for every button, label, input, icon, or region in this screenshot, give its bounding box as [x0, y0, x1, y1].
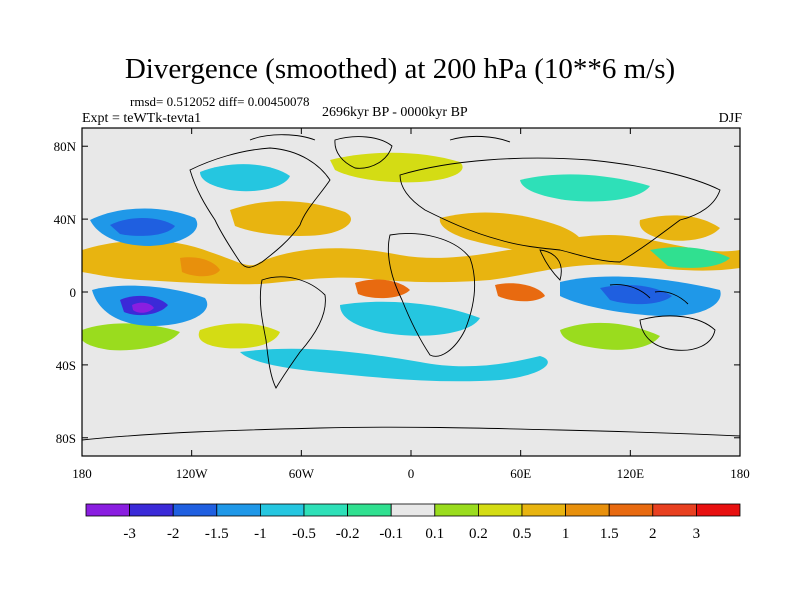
coast-greenland	[334, 136, 393, 169]
contour-band-siberia-cyan	[520, 174, 650, 202]
coast-australia	[639, 315, 716, 351]
x-tick-label: 60E	[510, 466, 531, 481]
colorbar-swatch	[259, 503, 305, 517]
contour-band-asia-ring	[439, 212, 583, 254]
colorbar-swatch	[696, 503, 741, 517]
colorbar-swatch	[216, 503, 261, 517]
colorbar-label: -0.5	[292, 526, 316, 542]
x-tick-label: 180	[730, 466, 750, 481]
x-tick-label: 120W	[176, 466, 209, 481]
colorbar-swatch	[434, 503, 479, 517]
contour-band-indian-green	[560, 322, 660, 350]
x-tick-label: 180	[72, 466, 92, 481]
x-tick-label: 0	[408, 466, 415, 481]
contour-band-southern-yellow	[198, 323, 280, 349]
contour-band-east-asia-orange	[639, 215, 720, 241]
colorbar-swatch	[521, 503, 566, 517]
colorbar-label: 0.1	[425, 526, 444, 542]
axis-labels: 80N 40N 0 40S 80S 180 120W 60W 0 60E 120E 180	[54, 139, 750, 481]
colorbar-swatch	[390, 503, 436, 517]
colorbar-swatch	[608, 503, 654, 517]
coast-arctic-islands	[249, 134, 511, 143]
colorbar-label: 2	[649, 526, 657, 542]
y-tick-label: 80N	[54, 139, 77, 154]
colorbar-swatch	[172, 503, 218, 517]
y-tick-label: 0	[70, 285, 77, 300]
contour-band-south-pacific-green	[82, 323, 180, 351]
colorbar	[85, 503, 741, 517]
colorbar-labels: -3 -2 -1.5 -1 -0.5 -0.2 -0.1 0.1 0.2 0.5 1 1.5 2 3	[123, 526, 700, 542]
colorbar-label: -0.2	[336, 526, 360, 542]
x-tick-label: 120E	[617, 466, 645, 481]
axis-ticks	[81, 128, 741, 456]
contour-band-west-pacific-green	[650, 247, 730, 268]
colorbar-swatch	[565, 503, 610, 517]
coast-antarctica	[82, 426, 740, 441]
colorbar-label: 0.5	[513, 526, 532, 542]
contour-band-southern-cyan	[240, 348, 548, 382]
coast-india	[539, 249, 562, 281]
coast-africa	[387, 233, 475, 357]
coast-maritime	[609, 284, 689, 305]
season-label: DJF	[718, 111, 742, 126]
contour-band-africa-core	[495, 283, 545, 302]
colorbar-label: -1	[254, 526, 267, 542]
colorbar-label: -1.5	[205, 526, 229, 542]
contour-band-arctic-yellow	[330, 152, 463, 183]
colorbar-swatch	[303, 503, 348, 517]
contour-band-north-pacific-core	[110, 217, 175, 236]
contour-band-south-pacific-min	[132, 302, 154, 313]
colorbar-label: -2	[167, 526, 180, 542]
coast-eurasia	[399, 157, 721, 263]
contour-fills	[82, 152, 740, 382]
colorbar-label: -0.1	[379, 526, 403, 542]
colorbar-label: 0.2	[469, 526, 488, 542]
x-tick-label: 60W	[289, 466, 315, 481]
colorbar-swatch	[477, 503, 523, 517]
colorbar-swatch	[347, 503, 392, 517]
colorbar-label: 3	[693, 526, 701, 542]
y-tick-label: 40S	[56, 358, 76, 373]
contour-band-tropical-core	[180, 257, 220, 277]
stats-text: rmsd= 0.512052 diff= 0.00450078	[130, 94, 310, 109]
y-tick-label: 40N	[54, 212, 77, 227]
contour-band-maritime-core	[600, 284, 672, 305]
contour-band-north-atlantic-cyan	[200, 164, 290, 192]
colorbar-swatch	[129, 503, 174, 517]
contour-band-upper-atlantic	[230, 201, 351, 236]
experiment-label: Expt = teWTk-tevta1	[82, 111, 202, 126]
y-tick-label: 80S	[56, 431, 76, 446]
colorbar-label: 1.5	[600, 526, 619, 542]
colorbar-swatch	[652, 503, 697, 517]
coast-north-america	[189, 147, 331, 268]
colorbar-swatch	[85, 503, 130, 517]
colorbar-label: 1	[562, 526, 570, 542]
period-label: 2696kyr BP - 0000kyr BP	[322, 105, 468, 120]
colorbar-label: -3	[123, 526, 136, 542]
coast-south-america	[259, 276, 326, 389]
coastlines	[82, 134, 740, 441]
map-title: Divergence (smoothed) at 200 hPa (10**6 …	[124, 53, 676, 85]
contour-band-atlantic-core	[355, 279, 410, 299]
